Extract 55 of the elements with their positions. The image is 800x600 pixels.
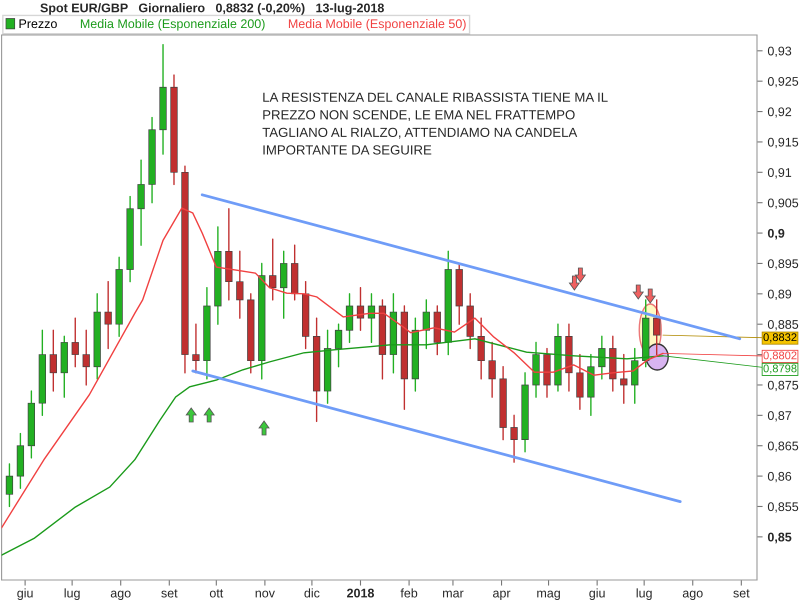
y-tick-label: 0,86 xyxy=(768,472,792,482)
x-tick-label: giu xyxy=(589,588,605,600)
candlestick xyxy=(269,238,276,301)
annotation: 0,8832 xyxy=(763,333,796,342)
y-tick-label: 0,875 xyxy=(768,380,798,392)
candlestick xyxy=(334,324,342,368)
annotation: 0,8802 xyxy=(763,351,796,361)
candlestick xyxy=(598,336,606,380)
candlestick xyxy=(192,324,200,374)
y-tick-label: 0,92 xyxy=(768,107,792,118)
x-tick-label: set xyxy=(733,589,750,598)
x-tick-label: nov xyxy=(256,590,275,598)
x-tick-label: 2018 xyxy=(347,588,374,598)
y-tick-label: 0,85 xyxy=(768,532,792,544)
x-tick-label: apr xyxy=(493,590,510,600)
x-tick-label: mar xyxy=(443,590,464,598)
x-tick-label: lug xyxy=(64,588,80,600)
x-tick-label: feb xyxy=(400,588,418,598)
y-tick-label: 0,865 xyxy=(768,442,798,452)
x-tick-label: set xyxy=(161,589,178,598)
y-tick-label: 0,855 xyxy=(768,502,798,513)
x-tick-label: ago xyxy=(110,590,131,600)
candlestick xyxy=(72,317,79,368)
candlestick xyxy=(104,280,112,350)
text: Media Mobile (Esponenziale 200) xyxy=(80,18,265,31)
chart-title: Spot EUR/GBP Giornaliero 0,8832 (-0,20%) 13-lug-2018 xyxy=(40,3,384,15)
candlestick xyxy=(620,354,628,404)
candlestick xyxy=(6,463,14,508)
candlestick xyxy=(82,330,90,386)
candlestick xyxy=(510,414,518,463)
y-tick-label: 0,915 xyxy=(768,138,798,148)
y-tick-label: 0,87 xyxy=(768,411,792,422)
y-tick-label: 0,91 xyxy=(768,168,792,178)
y-tick-label: 0,895 xyxy=(768,259,798,270)
candlestick xyxy=(236,250,244,319)
y-tick-label: 0,89 xyxy=(768,290,792,300)
y-tick-label: 0,9 xyxy=(768,228,784,240)
candlestick xyxy=(50,330,57,392)
x-tick-label: giu xyxy=(17,588,33,600)
candlestick xyxy=(488,342,496,398)
y-tick-label: 0,885 xyxy=(768,320,798,330)
legend-label: Prezzo xyxy=(20,19,57,28)
y-tick-label: 0,925 xyxy=(768,76,798,88)
annotation: LA RESISTENZA DEL CANALE RIBASSISTA TIENE MA IL PREZZO NON SCENDE, LE EMA NEL FRATTEMPO TAGLIANO AL RIALZO, ATTENDIAMO NA CANDELA IMPORTANTE DA SEGUIRE xyxy=(262,92,608,155)
text: Media Mobile (Esponenziale 50) xyxy=(288,18,466,31)
y-tick-label: 0,93 xyxy=(768,46,792,57)
x-tick-label: dic xyxy=(304,588,320,598)
candlestick xyxy=(653,299,660,356)
x-tick-label: ago xyxy=(682,590,703,600)
x-tick-label: mag xyxy=(537,590,560,600)
y-tick-label: 0,905 xyxy=(768,198,798,209)
x-tick-label: ott xyxy=(210,589,224,598)
annotation: 0,8798 xyxy=(763,364,797,374)
x-tick-label: lug xyxy=(636,588,652,600)
candlestick xyxy=(422,299,430,350)
